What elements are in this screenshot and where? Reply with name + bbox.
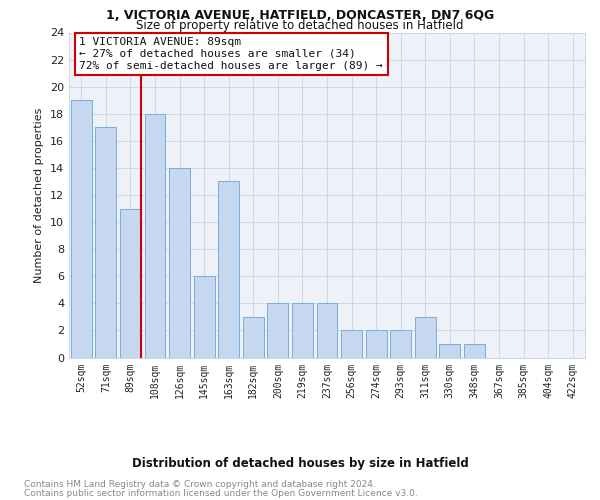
Bar bbox=[341, 330, 362, 357]
Text: Contains public sector information licensed under the Open Government Licence v3: Contains public sector information licen… bbox=[24, 489, 418, 498]
Text: 1 VICTORIA AVENUE: 89sqm
← 27% of detached houses are smaller (34)
72% of semi-d: 1 VICTORIA AVENUE: 89sqm ← 27% of detach… bbox=[79, 38, 383, 70]
Bar bbox=[390, 330, 411, 357]
Bar bbox=[268, 304, 289, 358]
Bar bbox=[120, 208, 141, 358]
Bar bbox=[415, 317, 436, 358]
Bar bbox=[439, 344, 460, 358]
Bar bbox=[145, 114, 166, 358]
Text: Size of property relative to detached houses in Hatfield: Size of property relative to detached ho… bbox=[136, 18, 464, 32]
Bar bbox=[365, 330, 386, 357]
Bar bbox=[292, 304, 313, 358]
Text: Distribution of detached houses by size in Hatfield: Distribution of detached houses by size … bbox=[131, 458, 469, 470]
Bar bbox=[243, 317, 264, 358]
Bar bbox=[95, 128, 116, 358]
Bar bbox=[169, 168, 190, 358]
Bar bbox=[464, 344, 485, 358]
Text: 1, VICTORIA AVENUE, HATFIELD, DONCASTER, DN7 6QG: 1, VICTORIA AVENUE, HATFIELD, DONCASTER,… bbox=[106, 9, 494, 22]
Bar bbox=[194, 276, 215, 357]
Bar bbox=[317, 304, 337, 358]
Text: Contains HM Land Registry data © Crown copyright and database right 2024.: Contains HM Land Registry data © Crown c… bbox=[24, 480, 376, 489]
Bar bbox=[71, 100, 92, 357]
Y-axis label: Number of detached properties: Number of detached properties bbox=[34, 108, 44, 282]
Bar bbox=[218, 182, 239, 358]
